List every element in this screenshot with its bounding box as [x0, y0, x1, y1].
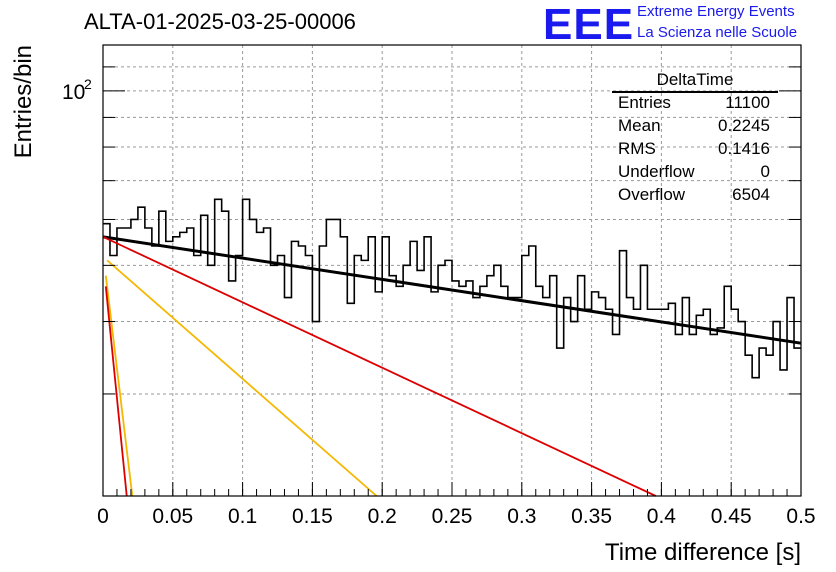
logo-line-2: La Scienza nelle Scuole — [637, 24, 798, 41]
stats-value: 0 — [760, 162, 770, 181]
stats-value: 0.2245 — [718, 116, 770, 135]
stats-value: 0.1416 — [718, 139, 770, 158]
fit-curves — [102, 235, 802, 497]
stats-row: Mean 0.2245 — [618, 116, 770, 138]
stats-title: DeltaTime — [656, 70, 734, 89]
histogram-bars — [103, 198, 801, 379]
y-tick-label: 10 — [62, 81, 85, 104]
stats-label: Overflow — [618, 185, 686, 204]
total-fit-curve — [102, 235, 802, 345]
axis-ticks: 0 0.05 0.1 0.15 0.2 0.25 0.3 0.35 0.4 0.45 0.5 102 — [62, 44, 816, 528]
x-axis-label: Time difference [s] — [605, 539, 801, 566]
y-axis-label: Entries/bin — [10, 45, 37, 158]
component-fit-curve — [106, 259, 378, 497]
x-tick-label: 0.4 — [647, 505, 677, 528]
stats-label: Mean — [618, 116, 661, 135]
stats-row: Underflow 0 — [618, 162, 770, 184]
x-tick-label: 0 — [97, 505, 109, 528]
x-tick-label: 0.35 — [571, 505, 612, 528]
logo-line-1: Extreme Energy Events — [637, 3, 795, 20]
stats-row: RMS 0.1416 — [618, 139, 770, 161]
histogram-step — [103, 198, 801, 379]
y-tick-exponent: 2 — [84, 76, 92, 92]
stats-label: RMS — [618, 139, 656, 158]
x-tick-label: 0.25 — [432, 505, 473, 528]
x-tick-label: 0.3 — [507, 505, 536, 528]
stats-divider — [612, 91, 778, 93]
stats-label: Underflow — [618, 162, 695, 181]
stats-value: 11100 — [725, 93, 770, 112]
x-tick-label: 0.2 — [368, 505, 397, 528]
x-tick-label: 0.05 — [152, 505, 193, 528]
component-fit-curve — [102, 236, 657, 497]
run-title: ALTA-01-2025-03-25-00006 — [84, 9, 356, 34]
stats-row: Overflow 6504 — [618, 185, 770, 207]
component-fit-curve — [104, 275, 134, 497]
x-tick-label: 0.5 — [786, 505, 815, 528]
x-tick-label: 0.15 — [292, 505, 333, 528]
stats-value: 6504 — [732, 185, 770, 204]
component-fit-curve — [104, 286, 128, 497]
stats-row: Entries 11100 — [618, 93, 770, 115]
eee-logo: EEE — [543, 0, 635, 49]
x-tick-label: 0.45 — [711, 505, 752, 528]
stats-label: Entries — [618, 93, 671, 112]
x-tick-label: 0.1 — [228, 505, 257, 528]
